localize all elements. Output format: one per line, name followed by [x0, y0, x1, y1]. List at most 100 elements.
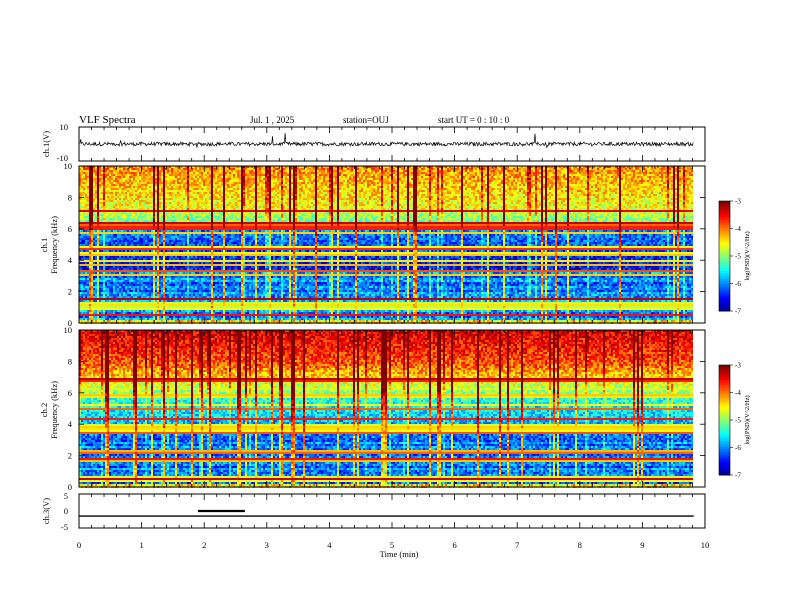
spectrogram-cell: [197, 252, 199, 254]
spectrogram-cell: [85, 294, 87, 296]
spectrogram-cell: [195, 194, 197, 196]
spectrogram-cell: [103, 200, 105, 202]
spectrogram-cell: [155, 264, 157, 266]
spectrogram-cell: [137, 172, 139, 174]
spectrogram-cell: [181, 174, 183, 176]
spectrogram-cell: [113, 200, 115, 202]
spectrogram-cell: [143, 170, 145, 172]
spectrogram-cell: [137, 186, 139, 188]
spectrogram-cell: [145, 234, 147, 236]
spectrogram-cell: [119, 286, 121, 288]
spectrogram-cell: [87, 250, 89, 252]
spectrogram-cell: [175, 220, 177, 222]
spectrogram-cell: [99, 268, 101, 270]
spectrogram-cell: [125, 314, 127, 316]
spectrogram-cell: [151, 236, 153, 238]
spectrogram-cell: [177, 236, 179, 238]
spectrogram-cell: [99, 220, 101, 222]
spectrogram-cell: [185, 180, 187, 182]
spectrogram-cell: [139, 272, 141, 274]
spectrogram-cell: [121, 284, 123, 286]
spectrogram-cell: [111, 218, 113, 220]
spectrogram-cell: [81, 176, 83, 178]
spectrogram-cell: [185, 218, 187, 220]
spectrogram-cell: [125, 318, 127, 320]
spectrogram-cell: [99, 258, 101, 260]
spectrogram-cell: [137, 196, 139, 198]
spectrogram-cell: [125, 214, 127, 216]
spectrogram-cell: [107, 316, 109, 318]
spectrogram-cell: [191, 294, 193, 296]
spectrogram-cell: [89, 284, 91, 286]
spectrogram-cell: [175, 294, 177, 296]
spectrogram-cell: [131, 190, 133, 192]
spectrogram-cell: [153, 266, 155, 268]
spectrogram-cell: [187, 272, 189, 274]
spectrogram-cell: [103, 214, 105, 216]
spectrogram-cell: [91, 182, 93, 184]
spectrogram-cell: [151, 318, 153, 320]
spectrogram-cell: [199, 238, 201, 240]
spectrogram-cell: [171, 282, 173, 284]
spectrogram-cell: [133, 264, 135, 266]
spectrogram-cell: [123, 244, 125, 246]
spectrogram-cell: [117, 314, 119, 316]
spectrogram-cell: [143, 280, 145, 282]
spectrogram-cell: [175, 178, 177, 180]
spectrogram-cell: [187, 288, 189, 290]
spectrogram-cell: [191, 310, 193, 312]
spectrogram-cell: [135, 318, 137, 320]
spectrogram-cell: [169, 304, 171, 306]
spectrogram-cell: [95, 170, 97, 172]
spectrogram-cell: [145, 284, 147, 286]
spectrogram-cell: [201, 186, 203, 188]
spectrogram-cell: [167, 262, 169, 264]
spectrogram-cell: [145, 228, 147, 230]
spectrogram-cell: [169, 202, 171, 204]
spectrogram-cell: [107, 182, 109, 184]
spectrogram-cell: [111, 302, 113, 304]
spectrogram-cell: [87, 290, 89, 292]
spectrogram-cell: [139, 190, 141, 192]
spectrogram-cell: [107, 174, 109, 176]
spectrogram-cell: [135, 264, 137, 266]
spectrogram-cell: [201, 284, 203, 286]
spectrogram-cell: [103, 234, 105, 236]
spectrogram-cell: [97, 284, 99, 286]
spectrogram-cell: [155, 186, 157, 188]
spectrogram-cell: [113, 272, 115, 274]
spectrogram-cell: [147, 288, 149, 290]
spectrogram-cell: [143, 286, 145, 288]
spectrogram-cell: [147, 284, 149, 286]
spectrogram-cell: [107, 314, 109, 316]
spectrogram-cell: [163, 212, 165, 214]
spectrogram-cell: [105, 284, 107, 286]
spectrogram-cell: [167, 316, 169, 318]
spectrogram-cell: [131, 240, 133, 242]
spectrogram-cell: [131, 270, 133, 272]
spectrogram-cell: [189, 304, 191, 306]
spectrogram-cell: [97, 312, 99, 314]
spectrogram-cell: [109, 254, 111, 256]
spectrogram-cell: [117, 312, 119, 314]
spectrogram-cell: [113, 282, 115, 284]
spectrogram-cell: [117, 204, 119, 206]
spectrogram-cell: [115, 296, 117, 298]
spectrogram-cell: [143, 278, 145, 280]
spectrogram-cell: [141, 272, 143, 274]
spectrogram-cell: [185, 182, 187, 184]
spectrogram-cell: [171, 306, 173, 308]
spectrogram-cell: [135, 178, 137, 180]
spectrogram-cell: [143, 222, 145, 224]
spectrogram-cell: [101, 318, 103, 320]
spectrogram-cell: [93, 174, 95, 176]
spectrogram-cell: [149, 240, 151, 242]
spectrogram-cell: [153, 236, 155, 238]
spectrogram-cell: [195, 308, 197, 310]
spectrogram-cell: [121, 252, 123, 254]
spectrogram-cell: [195, 206, 197, 208]
spectrogram-cell: [169, 232, 171, 234]
spectrogram-cell: [137, 248, 139, 250]
spectrogram-cell: [99, 314, 101, 316]
spectrogram-cell: [141, 270, 143, 272]
